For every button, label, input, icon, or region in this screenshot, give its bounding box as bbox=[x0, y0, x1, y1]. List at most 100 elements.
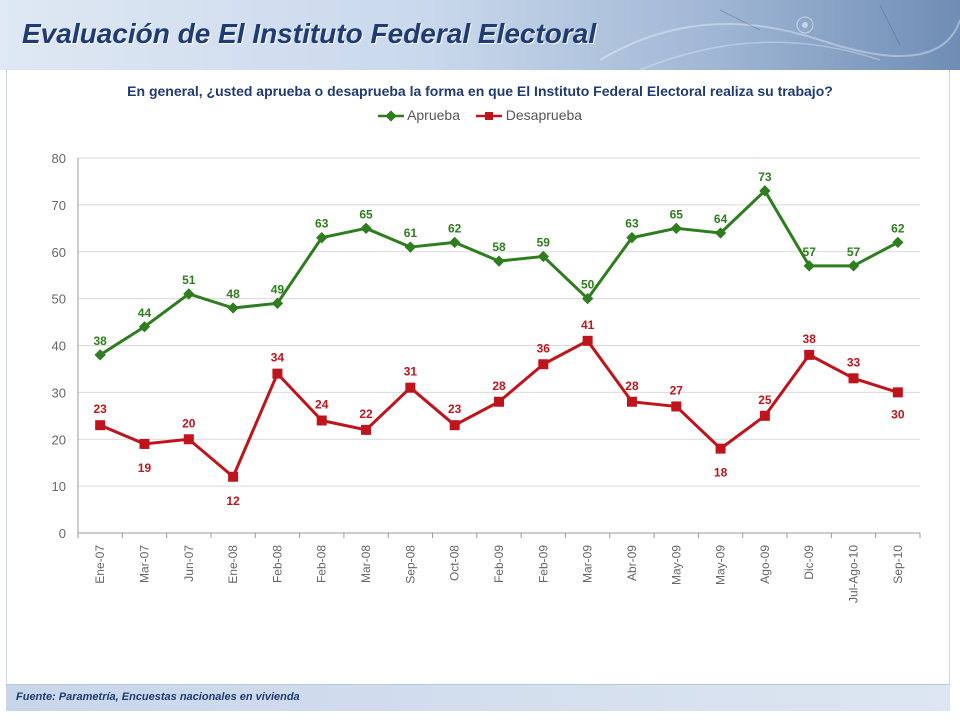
data-label: 12 bbox=[226, 494, 240, 508]
x-tick-label: Mar-08 bbox=[359, 545, 373, 583]
data-point bbox=[759, 410, 770, 421]
y-tick-label: 50 bbox=[52, 292, 66, 307]
line-chart: 0 10 20 30 40 50 60 70 80 Ene-07 Mar-07 Jun-07 Ene-0… bbox=[52, 151, 921, 603]
data-point bbox=[139, 438, 150, 449]
x-tick-label: May-09 bbox=[669, 545, 683, 585]
data-point bbox=[449, 236, 461, 249]
x-tick-label: Dic-09 bbox=[802, 545, 816, 580]
chart-title: En general, ¿usted aprueba o desaprueba … bbox=[127, 83, 833, 99]
data-label: 48 bbox=[226, 287, 240, 301]
legend: Aprueba Desaprueba bbox=[0, 107, 960, 123]
legend-item-desaprueba: Desaprueba bbox=[475, 107, 583, 123]
data-label: 62 bbox=[448, 221, 462, 235]
x-tick-label: Feb-09 bbox=[492, 545, 506, 583]
data-label: 49 bbox=[271, 282, 285, 296]
x-tick-label: Mar-07 bbox=[137, 545, 151, 583]
y-tick-label: 80 bbox=[52, 151, 66, 166]
data-point bbox=[626, 232, 638, 244]
data-point bbox=[671, 401, 682, 412]
legend-swatch-aprueba bbox=[377, 110, 404, 122]
legend-item-aprueba: Aprueba bbox=[377, 107, 460, 123]
data-point bbox=[537, 250, 549, 263]
data-point bbox=[404, 241, 417, 253]
data-point bbox=[847, 260, 860, 272]
source-note: Fuente: Parametría, Encuestas nacionales… bbox=[16, 691, 300, 703]
data-label: 38 bbox=[93, 334, 107, 348]
data-label: 28 bbox=[625, 379, 639, 393]
data-label: 51 bbox=[182, 273, 196, 287]
y-tick-label: 60 bbox=[52, 245, 66, 260]
x-tick-label: Feb-08 bbox=[315, 545, 329, 583]
data-label: 73 bbox=[758, 170, 772, 184]
x-tick-label: Jun-07 bbox=[182, 545, 196, 582]
data-point bbox=[803, 260, 815, 272]
data-point bbox=[95, 420, 106, 431]
data-point bbox=[581, 292, 594, 305]
y-tick-label: 0 bbox=[59, 526, 66, 541]
data-label: 65 bbox=[670, 207, 684, 221]
data-label: 27 bbox=[670, 383, 684, 397]
data-label: 63 bbox=[315, 217, 329, 231]
data-label: 44 bbox=[138, 306, 152, 320]
data-label: 38 bbox=[803, 332, 817, 346]
data-point bbox=[848, 373, 859, 384]
data-point bbox=[183, 288, 195, 300]
x-tick-label: Oct-08 bbox=[448, 545, 462, 581]
data-point bbox=[316, 232, 328, 244]
data-label: 63 bbox=[625, 217, 639, 231]
data-label: 59 bbox=[537, 235, 551, 249]
data-label: 23 bbox=[93, 402, 107, 416]
data-label: 64 bbox=[714, 212, 728, 226]
data-point bbox=[714, 227, 727, 239]
data-point bbox=[227, 302, 239, 314]
page-title: Evaluación de El Instituto Federal Elect… bbox=[22, 18, 597, 49]
x-tick-label: Mar-09 bbox=[581, 545, 595, 583]
data-label: 25 bbox=[758, 393, 772, 407]
legend-label-aprueba: Aprueba bbox=[407, 107, 460, 123]
data-point bbox=[892, 236, 904, 249]
data-point bbox=[892, 387, 903, 398]
series-line-aprueba bbox=[99, 189, 899, 357]
data-point bbox=[538, 359, 549, 370]
y-tick-label: 40 bbox=[52, 339, 66, 354]
data-label: 50 bbox=[581, 278, 595, 292]
data-label: 57 bbox=[803, 245, 817, 259]
x-tick-label: Ene-07 bbox=[93, 545, 107, 584]
data-label: 33 bbox=[847, 355, 861, 369]
y-tick-label: 10 bbox=[52, 479, 66, 494]
data-label: 19 bbox=[138, 461, 152, 475]
data-point bbox=[670, 222, 682, 234]
data-point bbox=[183, 434, 194, 445]
data-label: 30 bbox=[891, 407, 905, 421]
footer-bar: Fuente: Parametría, Encuestas nacionales… bbox=[6, 684, 950, 711]
y-tick-label: 20 bbox=[52, 432, 66, 447]
data-point bbox=[361, 424, 372, 435]
data-label: 31 bbox=[404, 365, 418, 379]
x-tick-label: Feb-08 bbox=[270, 545, 284, 583]
data-point bbox=[449, 420, 460, 431]
x-tick-label: May-09 bbox=[714, 545, 728, 585]
data-point bbox=[138, 321, 151, 333]
data-point bbox=[582, 335, 593, 346]
data-point bbox=[272, 368, 283, 379]
x-tick-label: Sep-10 bbox=[891, 545, 905, 584]
data-point bbox=[493, 255, 505, 267]
data-point bbox=[494, 396, 504, 407]
data-label: 65 bbox=[359, 207, 373, 221]
data-point bbox=[715, 443, 726, 454]
x-tick-label: Feb-09 bbox=[536, 545, 550, 583]
data-point bbox=[271, 297, 284, 309]
legend-label-desaprueba: Desaprueba bbox=[505, 107, 583, 123]
data-label: 22 bbox=[359, 407, 373, 421]
data-point bbox=[759, 185, 771, 197]
y-tick-label: 30 bbox=[52, 385, 66, 400]
data-label: 58 bbox=[492, 240, 506, 254]
data-point bbox=[405, 382, 416, 393]
content-frame bbox=[6, 70, 950, 710]
x-tick-label: Sep-08 bbox=[403, 545, 417, 584]
data-point bbox=[228, 471, 239, 482]
x-tick-label: Ago-09 bbox=[758, 545, 772, 584]
y-tick-label: 70 bbox=[52, 198, 66, 213]
data-label: 41 bbox=[581, 318, 595, 332]
series-line-desaprueba bbox=[99, 339, 899, 479]
